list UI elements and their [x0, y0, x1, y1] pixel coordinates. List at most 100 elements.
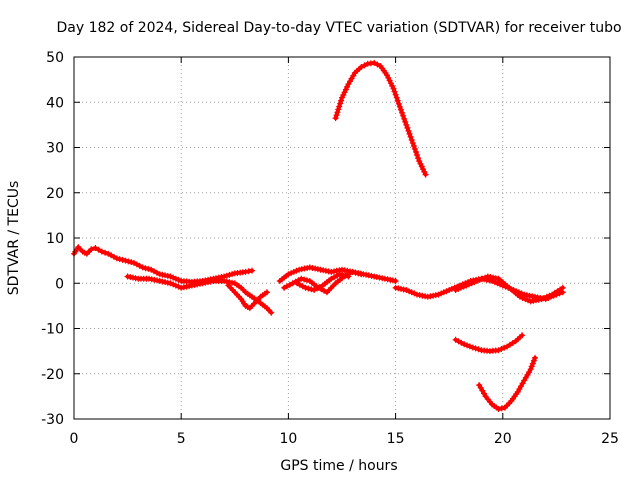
data-point: [301, 276, 308, 283]
data-point: [461, 341, 468, 348]
data-point: [341, 89, 348, 96]
data-point: [392, 278, 399, 284]
data-point: [559, 284, 566, 291]
y-tick-label: -20: [41, 367, 64, 383]
data-point: [398, 106, 404, 113]
x-tick-label: 25: [601, 431, 619, 447]
data-point: [102, 249, 109, 256]
data-point: [358, 271, 365, 278]
series-track-1: [71, 244, 255, 285]
data-point: [455, 285, 462, 292]
data-point: [288, 270, 295, 277]
data-point: [175, 276, 182, 283]
data-point: [494, 280, 501, 287]
x-tick-label: 5: [177, 431, 186, 447]
data-point: [401, 115, 408, 122]
data-point: [142, 265, 149, 272]
y-tick-label: 40: [46, 95, 64, 111]
data-point: [404, 124, 411, 131]
data-point: [435, 291, 442, 298]
data-point: [344, 83, 351, 90]
data-point: [525, 297, 531, 304]
data-point: [145, 265, 152, 272]
data-point: [446, 287, 453, 293]
y-tick-label: 10: [46, 231, 64, 247]
data-point: [389, 83, 396, 89]
data-point: [468, 280, 475, 287]
data-point: [249, 267, 255, 274]
data-point: [538, 296, 545, 303]
data-point: [532, 354, 538, 361]
data-point: [285, 271, 292, 278]
data-point: [495, 347, 502, 354]
data-point: [268, 309, 275, 316]
data-point: [498, 405, 505, 412]
x-tick-label: 0: [70, 431, 79, 447]
series-track-10: [452, 332, 526, 355]
data-point: [374, 61, 381, 68]
data-point: [421, 168, 428, 175]
data-point: [498, 346, 505, 352]
data-point: [530, 357, 537, 364]
data-point: [479, 275, 486, 282]
data-point: [172, 275, 179, 282]
data-point: [128, 259, 135, 266]
data-point: [475, 346, 482, 353]
data-point: [336, 271, 343, 278]
series-track-4: [276, 264, 399, 284]
data-point: [411, 146, 418, 152]
data-point: [522, 296, 529, 303]
data-point: [472, 345, 479, 352]
data-point: [528, 363, 535, 370]
data-point: [415, 155, 422, 162]
data-point: [440, 289, 447, 296]
data-point: [122, 257, 129, 264]
data-point: [393, 94, 400, 101]
data-point: [469, 344, 476, 351]
data-point: [409, 140, 416, 146]
data-point: [245, 268, 252, 275]
y-tick-label: 50: [46, 50, 64, 66]
x-axis-label: GPS time / hours: [280, 458, 397, 474]
data-point: [302, 284, 309, 291]
data-point: [405, 127, 412, 134]
data-point: [334, 109, 341, 116]
data-point: [410, 143, 417, 149]
data-point: [167, 273, 174, 280]
data-point: [402, 118, 409, 125]
data-point: [345, 273, 352, 280]
data-point: [546, 292, 553, 299]
data-point: [519, 332, 526, 339]
data-point: [95, 246, 102, 253]
data-point: [529, 360, 536, 367]
data-point: [308, 286, 315, 293]
x-tick-label: 10: [279, 431, 297, 447]
data-point: [264, 289, 270, 296]
data-point: [501, 344, 508, 351]
data-point: [119, 256, 126, 263]
data-point: [413, 149, 419, 155]
data-point: [116, 256, 123, 263]
data-point: [175, 283, 182, 290]
data-point: [342, 272, 349, 279]
data-point: [399, 109, 405, 116]
data-point: [416, 158, 423, 165]
data-point: [125, 258, 132, 265]
data-point: [340, 92, 347, 98]
data-point: [384, 72, 390, 79]
data-point: [403, 121, 410, 128]
data-layer: [71, 59, 566, 412]
data-point: [464, 342, 471, 349]
data-point: [391, 88, 398, 95]
data-point: [422, 171, 429, 178]
data-point: [406, 130, 413, 137]
data-point: [298, 275, 305, 282]
data-point: [226, 271, 233, 278]
y-tick-label: -10: [41, 322, 64, 338]
y-tick-label: -30: [41, 412, 64, 428]
data-point: [458, 284, 464, 291]
data-point: [335, 106, 342, 113]
data-point: [387, 80, 394, 87]
data-point: [482, 274, 489, 281]
data-point: [471, 279, 478, 286]
